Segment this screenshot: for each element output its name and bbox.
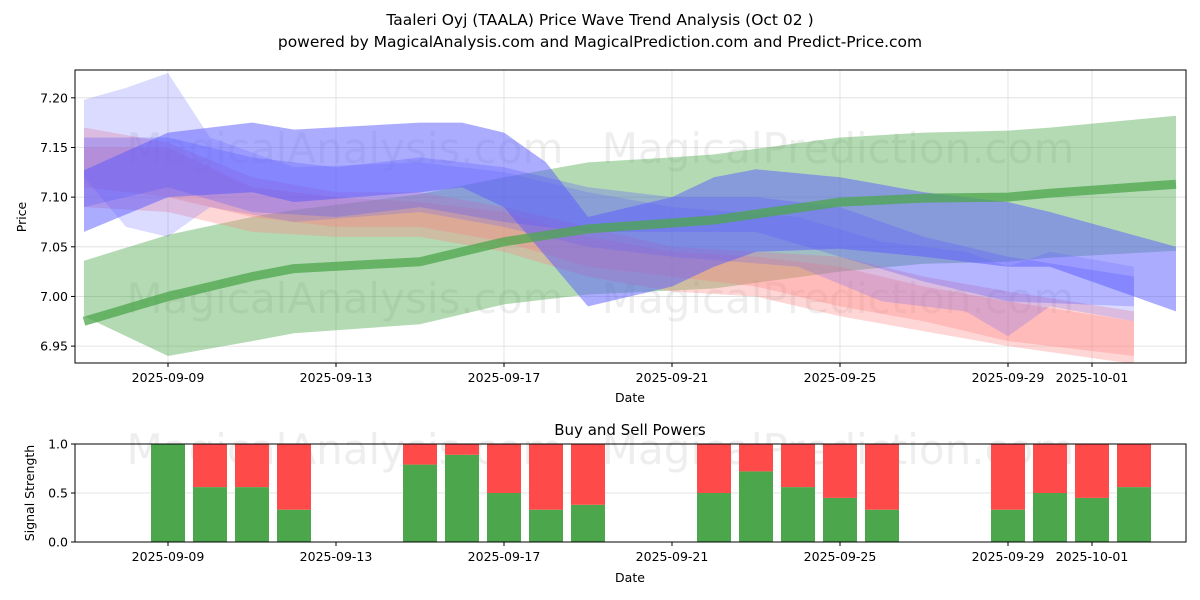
signal-chart-title: Buy and Sell Powers <box>554 421 706 439</box>
buy-bar <box>193 487 227 542</box>
price-y-tick-label: 7.20 <box>40 90 68 105</box>
sell-bar <box>1075 444 1109 498</box>
price-x-ticks: 2025-09-09 2025-09-13 2025-09-17 2025-09-21… <box>132 363 1129 385</box>
sell-bar <box>277 444 311 510</box>
sell-bar <box>991 444 1025 510</box>
price-y-axis-label: Price <box>14 201 29 232</box>
signal-x-tick-label: 2025-09-25 <box>804 549 877 564</box>
signal-y-axis-label: Signal Strength <box>22 445 37 541</box>
blue-wave-band <box>84 137 1134 307</box>
sell-bar <box>529 444 563 510</box>
buy-bar <box>1033 493 1067 542</box>
price-y-tick-label: 7.10 <box>40 190 68 205</box>
buy-bar <box>865 509 899 542</box>
price-chart: MagicalAnalysis.com MagicalPrediction.co… <box>14 69 1187 405</box>
price-x-tick-label: 2025-09-25 <box>804 370 877 385</box>
signal-chart: Buy and Sell Powers MagicalAnalysis.com … <box>22 421 1187 585</box>
price-y-tick-label: 6.95 <box>40 339 68 354</box>
signal-x-tick-label: 2025-09-13 <box>300 549 373 564</box>
sell-bar <box>193 444 227 488</box>
sell-bar <box>403 444 437 465</box>
price-y-ticks: 6.95 7.00 7.05 7.10 7.15 7.20 <box>40 90 75 354</box>
buy-bar <box>739 471 773 542</box>
green-trend-line <box>82 179 1177 326</box>
sell-bar <box>865 444 899 510</box>
watermark-prediction-top: MagicalPrediction.com <box>602 124 1075 173</box>
chart-title: Taaleri Oyj (TAALA) Price Wave Trend Ana… <box>385 11 813 29</box>
buy-bar <box>697 493 731 542</box>
sell-bar <box>445 444 479 455</box>
sell-bar <box>487 444 521 493</box>
sell-bar <box>1117 444 1151 488</box>
blue-wave-band <box>84 73 1134 337</box>
buy-bar <box>277 509 311 542</box>
price-y-tick-label: 7.00 <box>40 289 68 304</box>
price-bands <box>82 73 1177 363</box>
sell-bar <box>1033 444 1067 493</box>
price-x-tick-label: 2025-09-29 <box>972 370 1045 385</box>
signal-y-tick-label: 1.0 <box>48 437 68 452</box>
price-y-tick-label: 7.15 <box>40 140 68 155</box>
sell-bar <box>235 444 269 488</box>
sell-bar <box>697 444 731 493</box>
signal-x-tick-label: 2025-09-21 <box>636 549 709 564</box>
sell-bar <box>739 444 773 472</box>
signal-x-tick-label: 2025-10-01 <box>1056 549 1129 564</box>
watermark-analysis-bottom: MagicalAnalysis.com <box>127 274 564 323</box>
blue-wave-band <box>84 122 1176 312</box>
buy-bar <box>403 464 437 542</box>
buy-bar <box>823 497 857 542</box>
signal-x-tick-label: 2025-09-29 <box>972 549 1045 564</box>
chart-subtitle: powered by MagicalAnalysis.com and Magic… <box>278 33 922 51</box>
buy-bar <box>151 444 185 542</box>
buy-bar <box>1117 487 1151 542</box>
sell-bar <box>781 444 815 488</box>
signal-x-tick-label: 2025-09-17 <box>468 549 541 564</box>
signal-x-tick-label: 2025-09-09 <box>132 549 205 564</box>
signal-bars <box>151 444 1151 542</box>
sell-bar <box>823 444 857 498</box>
price-y-tick-label: 7.05 <box>40 239 68 254</box>
price-x-tick-label: 2025-09-13 <box>300 370 373 385</box>
buy-bar <box>1075 497 1109 542</box>
buy-bar <box>235 487 269 542</box>
price-band-layer <box>82 73 1177 363</box>
price-x-tick-label: 2025-10-01 <box>1056 370 1129 385</box>
buy-bar <box>781 487 815 542</box>
signal-x-axis-label: Date <box>615 570 645 585</box>
buy-bar <box>529 509 563 542</box>
buy-bar <box>991 509 1025 542</box>
buy-bar <box>487 493 521 542</box>
signal-x-ticks: 2025-09-09 2025-09-13 2025-09-17 2025-09-21… <box>132 542 1129 564</box>
signal-y-tick-label: 0.5 <box>48 486 68 501</box>
price-x-tick-label: 2025-09-21 <box>636 370 709 385</box>
price-x-tick-label: 2025-09-17 <box>468 370 541 385</box>
buy-bar <box>445 454 479 542</box>
sell-bar <box>571 444 605 505</box>
price-x-tick-label: 2025-09-09 <box>132 370 205 385</box>
price-x-axis-label: Date <box>615 390 645 405</box>
buy-bar <box>571 504 605 542</box>
price-plot-frame <box>74 69 1187 364</box>
signal-y-ticks: 0.0 0.5 1.0 <box>48 437 75 550</box>
signal-y-tick-label: 0.0 <box>48 535 68 550</box>
